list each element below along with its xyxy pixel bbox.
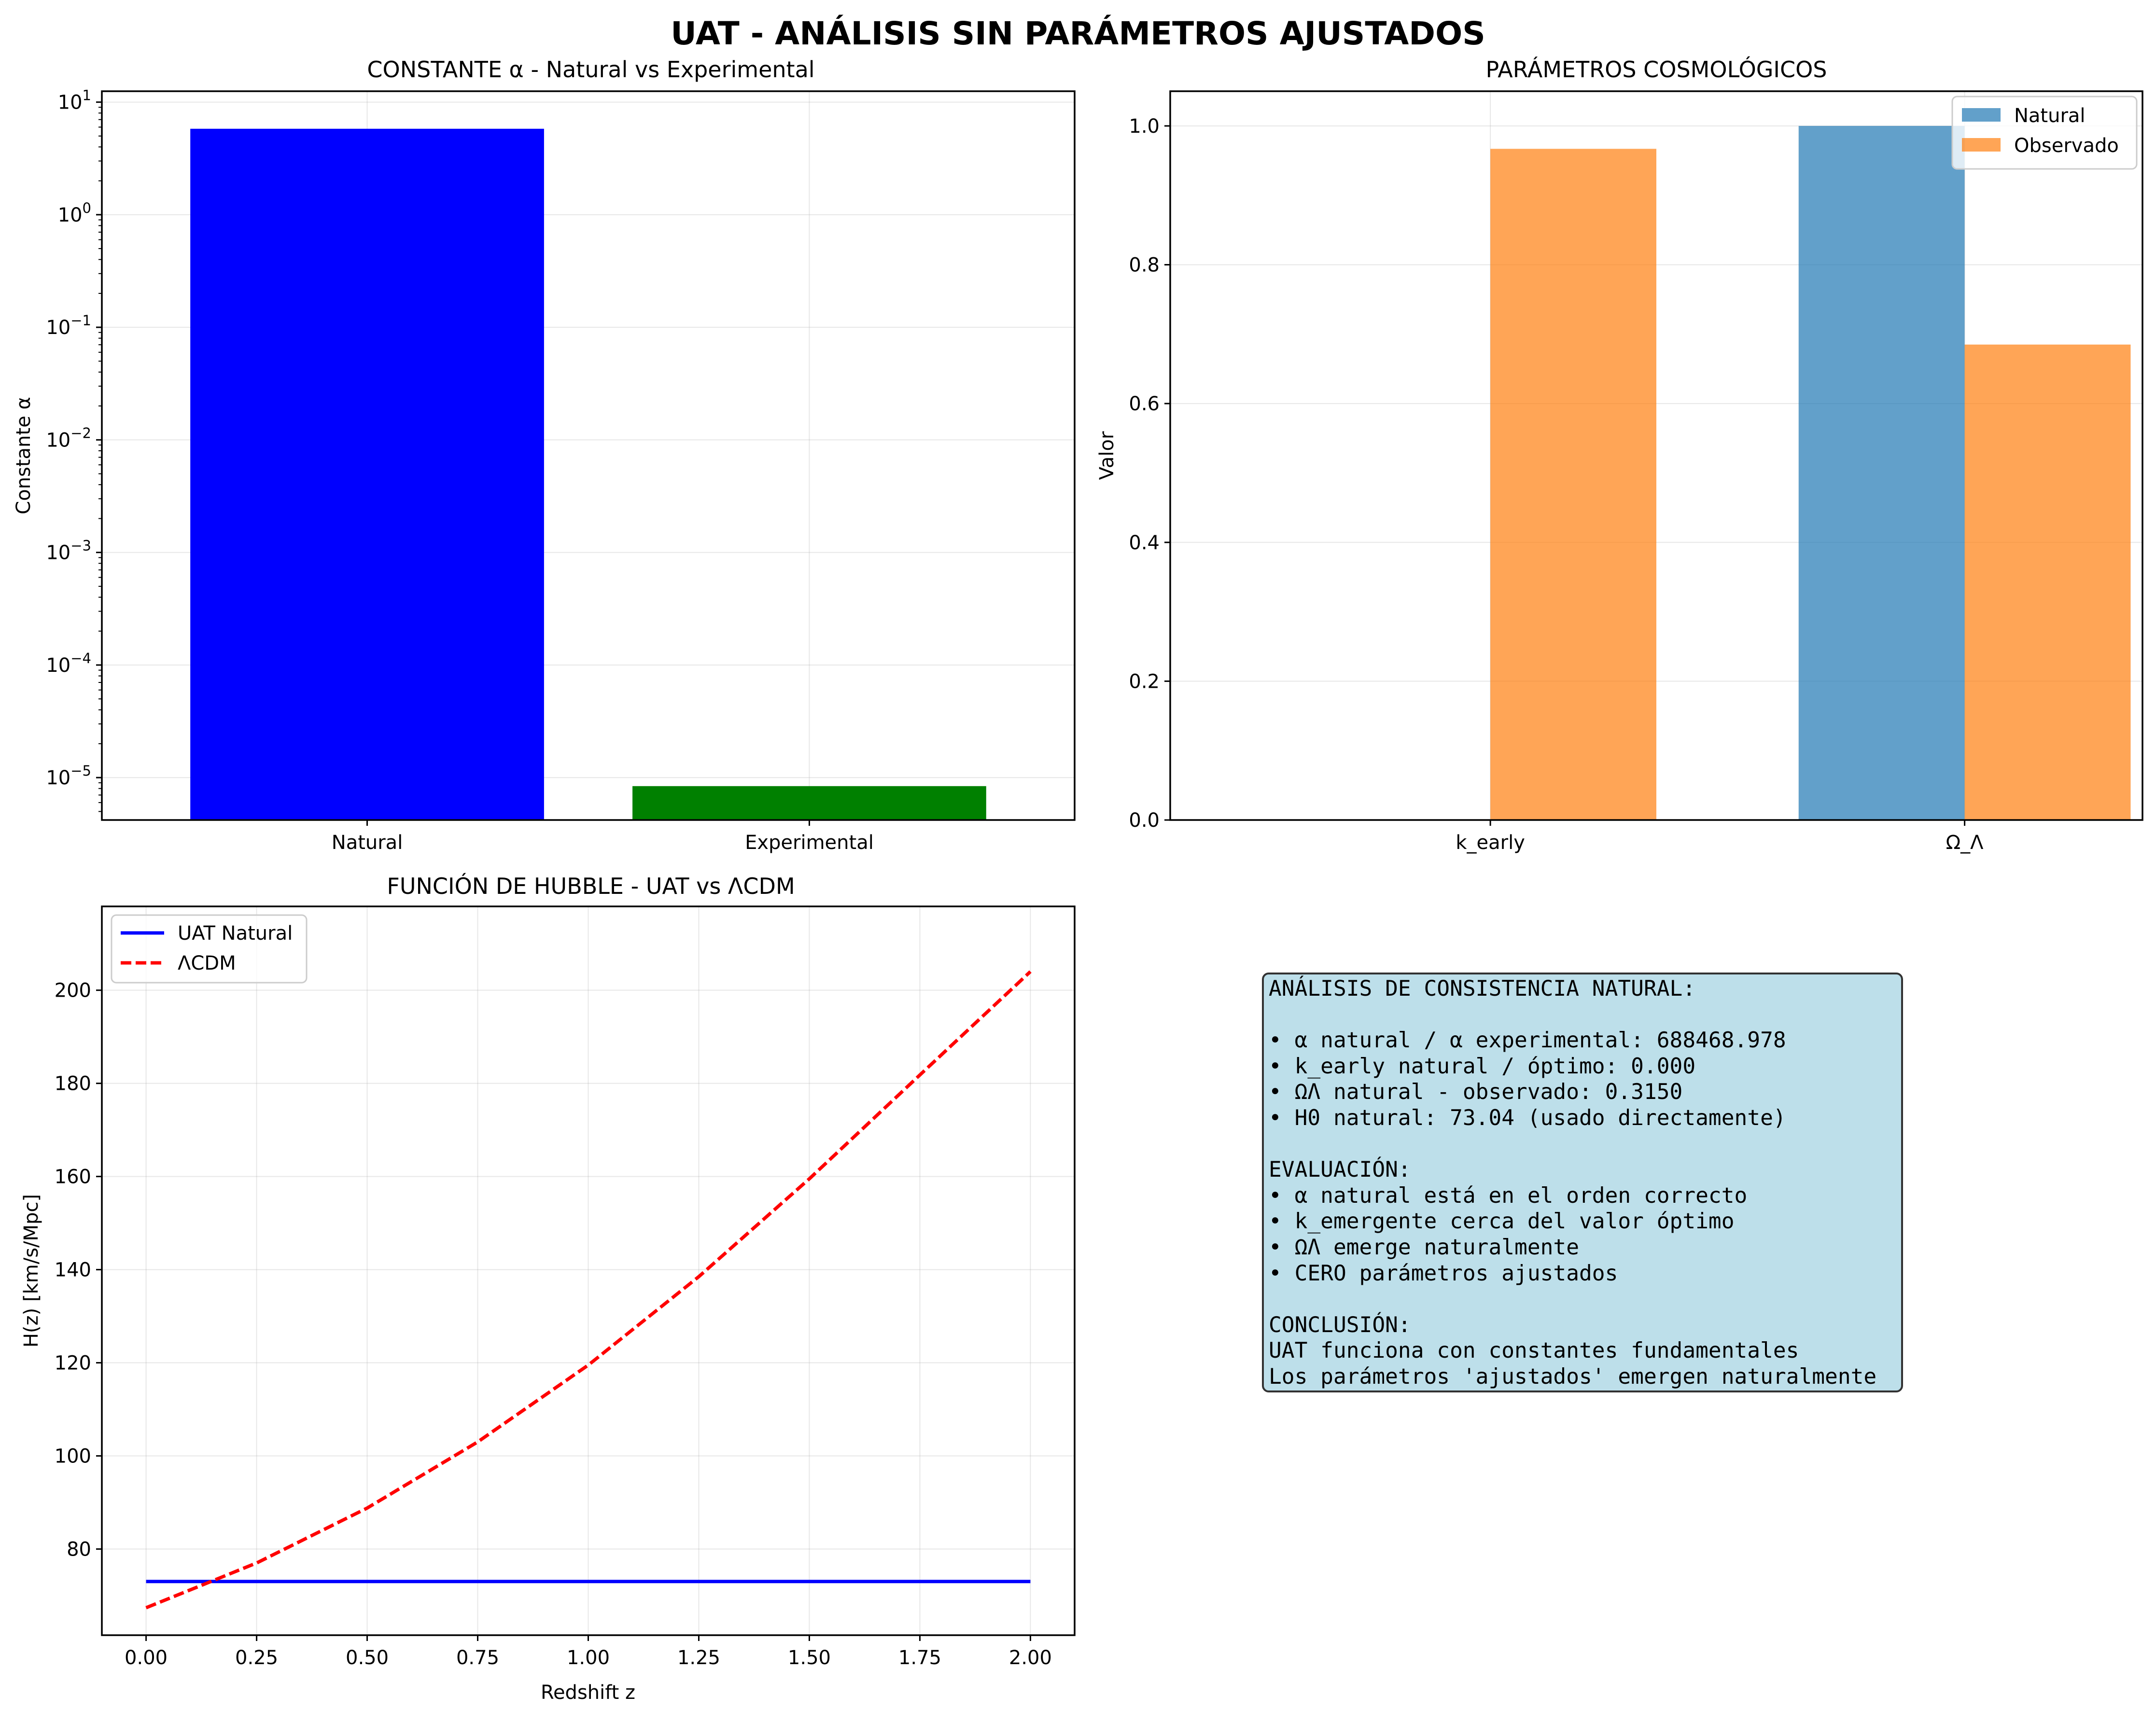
x-tick-label: 1.50	[788, 1647, 831, 1669]
x-tick-label: 0.00	[125, 1647, 168, 1669]
panel-title-alpha: CONSTANTE α - Natural vs Experimental	[367, 56, 814, 83]
y-tick-label: 0.8	[1129, 254, 1160, 277]
legend-label-lcdm: ΛCDM	[178, 952, 236, 974]
y-tick-label: 180	[55, 1073, 91, 1095]
y-ticks-cosmo: 0.0 0.2 0.4 0.6 0.8 1.0	[1129, 115, 1170, 832]
x-tick-label: 0.50	[346, 1647, 389, 1669]
x-ticks-hubble: 0.00 0.25 0.50 0.75 1.00 1.25 1.50 1.75 2.00	[125, 1635, 1052, 1669]
x-tick-label: Experimental	[745, 832, 874, 854]
y-tick-label: 0.4	[1129, 532, 1160, 554]
figure-suptitle: UAT - ANÁLISIS SIN PARÁMETROS AJUSTADOS	[671, 14, 1485, 52]
y-tick-label: 100	[58, 200, 91, 226]
legend-swatch-natural	[1962, 108, 2001, 122]
y-tick-label: 200	[55, 980, 91, 1002]
x-tick-label: 1.75	[898, 1647, 941, 1669]
legend-hubble: UAT Natural ΛCDM	[111, 914, 308, 984]
legend-label-observado: Observado	[2014, 135, 2119, 157]
x-tick-label: Ω_Λ	[1946, 832, 1984, 854]
info-panel-text: ANÁLISIS DE CONSISTENCIA NATURAL: • α na…	[1269, 976, 1877, 1389]
bars-alpha	[190, 128, 986, 820]
y-tick-label: 10−5	[46, 763, 91, 789]
y-tick-label: 120	[55, 1352, 91, 1375]
bar-natural-1	[1798, 125, 1965, 820]
y-tick-label: 1.0	[1129, 115, 1160, 138]
lines-hubble	[145, 970, 1032, 1610]
x-tick-label: 1.25	[677, 1647, 720, 1669]
x-tick-label: 2.00	[1009, 1647, 1052, 1669]
y-tick-label: 0.0	[1129, 809, 1160, 832]
panel-title-cosmo: PARÁMETROS COSMOLÓGICOS	[1485, 56, 1827, 83]
bar-observado-0	[1490, 149, 1656, 820]
y-axis-label-hubble: H(z) [km/s/Mpc]	[20, 1194, 42, 1348]
axes-frame-hubble	[101, 905, 1076, 1636]
y-tick-label: 10−1	[46, 312, 91, 339]
grid-hubble	[102, 906, 1075, 1635]
y-tick-label: 0.2	[1129, 670, 1160, 693]
panel-title-hubble: FUNCIÓN DE HUBBLE - UAT vs ΛCDM	[387, 873, 795, 899]
bar-experimental	[632, 786, 986, 820]
bar-observado-1	[1964, 344, 2131, 820]
y-tick-label: 160	[55, 1166, 91, 1188]
y-tick-label: 100	[55, 1446, 91, 1468]
legend-swatch-observado	[1962, 138, 2001, 152]
x-ticks-cosmo: k_early Ω_Λ	[1456, 820, 1984, 854]
panel-cosmological-parameters: PARÁMETROS COSMOLÓGICOS k_early Ω_Λ 0.00.…	[1096, 56, 2143, 854]
info-panel-box	[1262, 973, 1903, 1392]
x-tick-label: 1.00	[567, 1647, 610, 1669]
legend-cosmo: Natural Observado	[1951, 96, 2138, 170]
y-tick-label: 10−4	[46, 650, 91, 677]
x-tick-label: 0.75	[456, 1647, 499, 1669]
axes-frame-cosmo	[1169, 90, 2143, 821]
x-axis-label-hubble: Redshift z	[541, 1682, 635, 1704]
x-tick-label: k_early	[1456, 832, 1525, 854]
bar-natural	[190, 128, 544, 820]
y-tick-label: 0.6	[1129, 393, 1160, 415]
y-tick-label: 80	[67, 1539, 91, 1561]
y-axis-label-cosmo: Valor	[1096, 431, 1118, 480]
legend-label-uat: UAT Natural	[178, 922, 293, 945]
panel-hubble-function: FUNCIÓN DE HUBBLE - UAT vs ΛCDM 0.00 0.25…	[20, 873, 1076, 1704]
y-tick-label: 140	[55, 1259, 91, 1281]
legend-label-natural: Natural	[2014, 105, 2086, 127]
axes-frame-alpha	[101, 90, 1076, 821]
bars-cosmo	[1490, 125, 2131, 820]
panel-alpha-constant: CONSTANTE α - Natural vs Experimental Na…	[13, 56, 1076, 854]
x-tick-label: Natural	[332, 832, 403, 854]
x-tick-label: 0.25	[235, 1647, 278, 1669]
y-axis-label-alpha: Constante α	[13, 397, 35, 514]
y-ticks-alpha: 10−5 10−4 10−3 10−2 10−1 100 101	[46, 87, 102, 812]
x-ticks-alpha: Natural Experimental	[332, 820, 874, 854]
y-tick-label: 101	[58, 87, 91, 114]
y-ticks-hubble: 80 100 120 140 160 180 200	[55, 980, 102, 1561]
y-tick-label: 10−2	[46, 425, 91, 451]
y-tick-label: 10−3	[46, 538, 91, 564]
